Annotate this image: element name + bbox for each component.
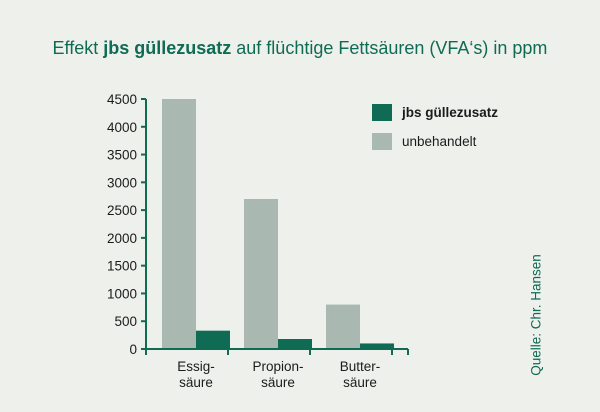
y-tick-label: 4500 [107,92,137,107]
y-tick-label: 2000 [107,231,137,246]
bar-unbehandelt [244,199,278,349]
category-label: säure [261,375,295,390]
title-brand: jbs güllezusatz [103,38,232,58]
category-label: Propion- [252,359,303,374]
y-tick-label: 3500 [107,148,137,163]
bar-jbs-guellezusatz [196,330,230,349]
bar-jbs-guellezusatz [278,339,312,349]
y-tick-label: 500 [114,314,137,329]
y-tick-label: 1000 [107,286,137,301]
legend-label: jbs güllezusatz [401,105,498,120]
y-tick-label: 3000 [107,175,137,190]
legend-swatch [372,104,392,121]
chart-title: Effekt jbs güllezusatz auf flüchtige Fet… [0,38,600,59]
bar-jbs-guellezusatz [360,343,394,349]
source-label: Quelle: Chr. Hansen [528,254,544,376]
y-tick-label: 0 [129,342,137,357]
y-tick-label: 4000 [107,120,137,135]
category-label: säure [179,375,213,390]
title-prefix: Effekt [52,38,104,58]
legend-label: unbehandelt [402,134,477,149]
category-label: Essig- [177,359,215,374]
title-suffix: auf flüchtige Fettsäuren (VFA‘s) in ppm [231,38,548,58]
y-tick-label: 2500 [107,203,137,218]
y-tick-label: 1500 [107,259,137,274]
category-label: säure [343,375,377,390]
bar-unbehandelt [326,304,360,349]
category-label: Butter- [340,359,381,374]
bar-unbehandelt [162,99,196,349]
legend-swatch [372,133,392,150]
